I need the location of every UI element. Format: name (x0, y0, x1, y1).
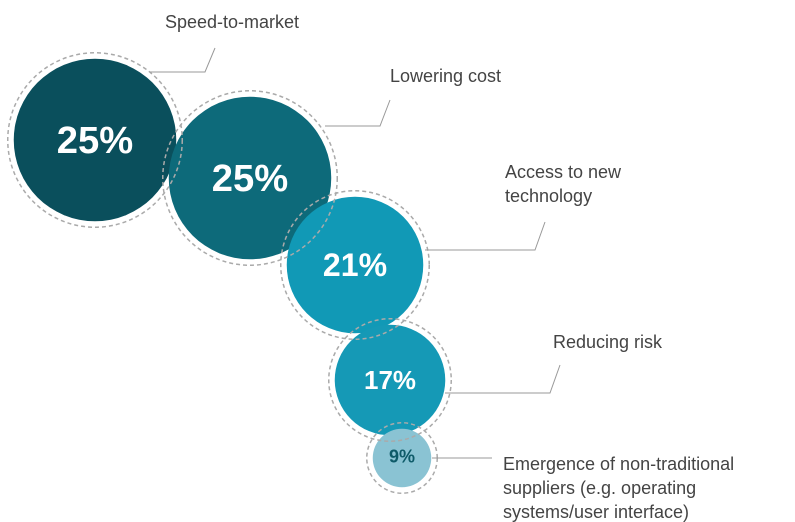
value-label: 25% (57, 119, 133, 162)
bubble (334, 324, 446, 436)
value-label: 21% (323, 247, 387, 283)
leader-line (150, 47, 216, 73)
category-label: Speed-to-market (165, 12, 300, 32)
value-label: 17% (364, 365, 416, 395)
leader-line (325, 99, 391, 127)
bubble-ring (328, 318, 452, 442)
bubble (372, 428, 432, 488)
bubble (168, 96, 332, 260)
bubble-ring (162, 90, 338, 266)
category-label: Lowering cost (390, 66, 502, 86)
category-label: Emergence of non-traditional suppliers (… (503, 454, 735, 522)
bubble (286, 196, 424, 334)
value-label: 9% (389, 447, 415, 467)
category-label: Reducing risk (553, 332, 663, 352)
bubble-ring (280, 190, 430, 340)
bubble-ring (7, 52, 183, 228)
category-label: Access to new technology (505, 162, 622, 206)
bubble (13, 58, 177, 222)
leader-line (425, 221, 546, 251)
leader-line (445, 364, 561, 394)
value-label: 25% (212, 157, 288, 200)
